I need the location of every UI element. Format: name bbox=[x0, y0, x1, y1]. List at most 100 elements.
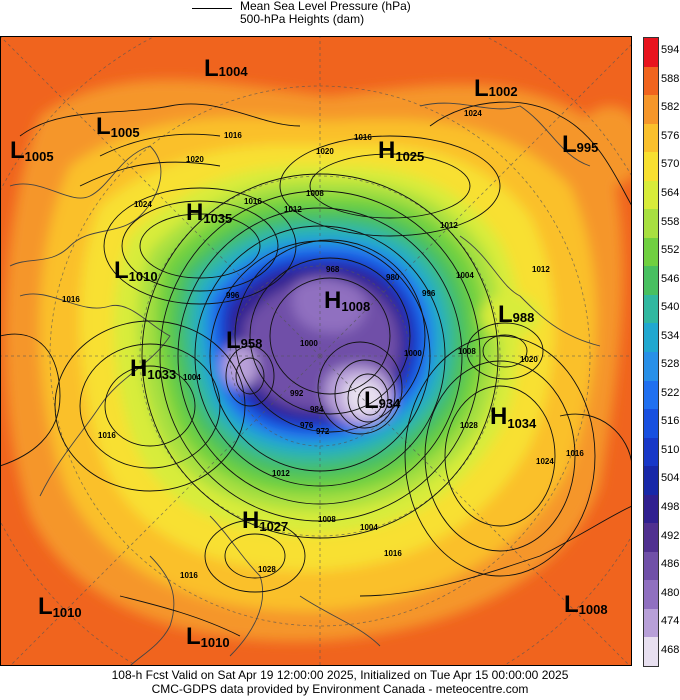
pressure-center: L988 bbox=[498, 301, 534, 328]
pressure-center: L1005 bbox=[96, 113, 140, 140]
colorbar-tick-label: 570 bbox=[661, 158, 680, 171]
colorbar-tick-label: 528 bbox=[661, 358, 680, 371]
height-colorbar bbox=[643, 37, 659, 667]
colorbar-tick-label: 588 bbox=[661, 72, 680, 85]
isobar-label: 1016 bbox=[244, 197, 262, 206]
isobar-label: 1016 bbox=[224, 131, 242, 140]
colorbar-segment bbox=[644, 380, 658, 410]
colorbar-tick-label: 594 bbox=[661, 44, 680, 57]
data-credit-text: CMC-GDPS data provided by Environment Ca… bbox=[151, 682, 529, 696]
isobar-label: 1020 bbox=[186, 155, 204, 164]
isobar-labels: 1016 1020 1024 1016 1008 1012 1016 1020 … bbox=[62, 109, 584, 580]
pressure-center: L1010 bbox=[114, 257, 158, 284]
colorbar-segment bbox=[644, 123, 658, 153]
colorbar-segment bbox=[644, 409, 658, 439]
pressure-center: L1002 bbox=[474, 75, 518, 102]
isobar-label: 1016 bbox=[98, 431, 116, 440]
colorbar-tick-label: 522 bbox=[661, 386, 680, 399]
pressure-center: H1025 bbox=[378, 137, 424, 164]
isobar-label: 972 bbox=[316, 427, 330, 436]
coastlines bbox=[9, 102, 601, 666]
colorbar-segment bbox=[644, 523, 658, 553]
colorbar-segment bbox=[644, 38, 658, 68]
colorbar-segment bbox=[644, 152, 658, 182]
pressure-center: L1008 bbox=[564, 591, 608, 618]
colorbar-tick-label: 480 bbox=[661, 586, 680, 599]
pressure-center: H1027 bbox=[242, 507, 288, 534]
colorbar-segment bbox=[644, 637, 658, 667]
colorbar-tick-label: 552 bbox=[661, 244, 680, 257]
colorbar-tick-label: 558 bbox=[661, 215, 680, 228]
isobar-label: 1004 bbox=[183, 373, 201, 382]
colorbar-tick-label: 576 bbox=[661, 129, 680, 142]
pressure-center: H1034 bbox=[490, 403, 537, 431]
isobar-label: 984 bbox=[310, 405, 324, 414]
isobar-label: 1004 bbox=[456, 271, 474, 280]
isobar-label: 996 bbox=[226, 291, 240, 300]
colorbar-segment bbox=[644, 437, 658, 467]
isobar-label: 980 bbox=[386, 273, 400, 282]
pressure-center: L934 bbox=[364, 387, 401, 414]
weather-map: 1016 1020 1024 1016 1008 1012 1016 1020 … bbox=[0, 36, 632, 666]
colorbar-tick-label: 498 bbox=[661, 501, 680, 513]
map-frame bbox=[0, 36, 632, 666]
isobar-label: 1012 bbox=[440, 221, 458, 230]
colorbar-tick-label: 582 bbox=[661, 101, 680, 114]
isobar-label: 1016 bbox=[62, 295, 80, 304]
isobar-label: 1008 bbox=[458, 347, 476, 356]
isobar-label: 1000 bbox=[404, 349, 422, 358]
colorbar-segment bbox=[644, 608, 658, 638]
isobar-label: 996 bbox=[422, 289, 436, 298]
map-footer: 108-h Fcst Valid on Sat Apr 19 12:00:00 … bbox=[0, 668, 680, 696]
colorbar-segment bbox=[644, 551, 658, 581]
colorbar-tick-label: 492 bbox=[661, 529, 680, 542]
isobar-label: 1004 bbox=[360, 523, 378, 532]
isobar-label: 1020 bbox=[520, 355, 538, 364]
isobar-label: 1016 bbox=[354, 133, 372, 142]
isobar-label: 992 bbox=[290, 389, 304, 398]
isobar-label: 1024 bbox=[464, 109, 482, 118]
colorbar-segment bbox=[644, 209, 658, 239]
colorbar-segment bbox=[644, 580, 658, 610]
colorbar-segment bbox=[644, 352, 658, 382]
colorbar-tick-label: 504 bbox=[661, 472, 680, 485]
pressure-center: H1035 bbox=[186, 199, 232, 226]
pressure-center: H1033 bbox=[130, 355, 176, 382]
isobar-label: 1012 bbox=[532, 265, 550, 274]
colorbar-tick-label: 516 bbox=[661, 415, 680, 428]
isobar-label: 1008 bbox=[306, 189, 324, 198]
isobar-label: 1028 bbox=[460, 421, 478, 430]
colorbar-segment bbox=[644, 95, 658, 125]
colorbar-tick-label: 468 bbox=[661, 643, 680, 656]
colorbar-tick-label: 486 bbox=[661, 558, 680, 571]
height-field-480-north bbox=[292, 277, 366, 334]
colorbar-segment bbox=[644, 237, 658, 267]
colorbar-tick-label: 564 bbox=[661, 187, 680, 199]
colorbar-segment bbox=[644, 180, 658, 210]
colorbar-segment bbox=[644, 66, 658, 96]
pressure-center: L995 bbox=[562, 131, 598, 158]
isobar-label: 1028 bbox=[258, 565, 276, 574]
graticule bbox=[0, 36, 632, 666]
pressure-center: L1005 bbox=[10, 137, 54, 164]
isobar-label: 1016 bbox=[180, 571, 198, 580]
colorbar-tick-label: 540 bbox=[661, 301, 680, 314]
colorbar-segment bbox=[644, 294, 658, 324]
colorbar-tick-label: 534 bbox=[661, 329, 680, 342]
isobar-label: 1000 bbox=[300, 339, 318, 348]
pressure-center: L958 bbox=[226, 327, 262, 354]
pressure-center: L1010 bbox=[186, 623, 230, 650]
pressure-centers: L1004 L1005 L1005 H1025 L1002 L995 H1035… bbox=[10, 55, 608, 650]
isobars bbox=[0, 101, 632, 637]
colorbar-tick-label: 546 bbox=[661, 272, 680, 285]
isobar-label: 1024 bbox=[134, 200, 152, 209]
isobar-label: 1016 bbox=[384, 549, 402, 558]
isobar-label: 1008 bbox=[318, 515, 336, 524]
mslp-legend-label: Mean Sea Level Pressure (hPa) bbox=[240, 0, 411, 13]
isobar-label: 1012 bbox=[284, 205, 302, 214]
map-legend: Mean Sea Level Pressure (hPa) 500-hPa He… bbox=[0, 0, 680, 36]
pressure-center: L1004 bbox=[204, 55, 248, 82]
isobar-label: 1020 bbox=[316, 147, 334, 156]
pressure-center: L1010 bbox=[38, 593, 82, 620]
isobar-label: 1016 bbox=[566, 449, 584, 458]
